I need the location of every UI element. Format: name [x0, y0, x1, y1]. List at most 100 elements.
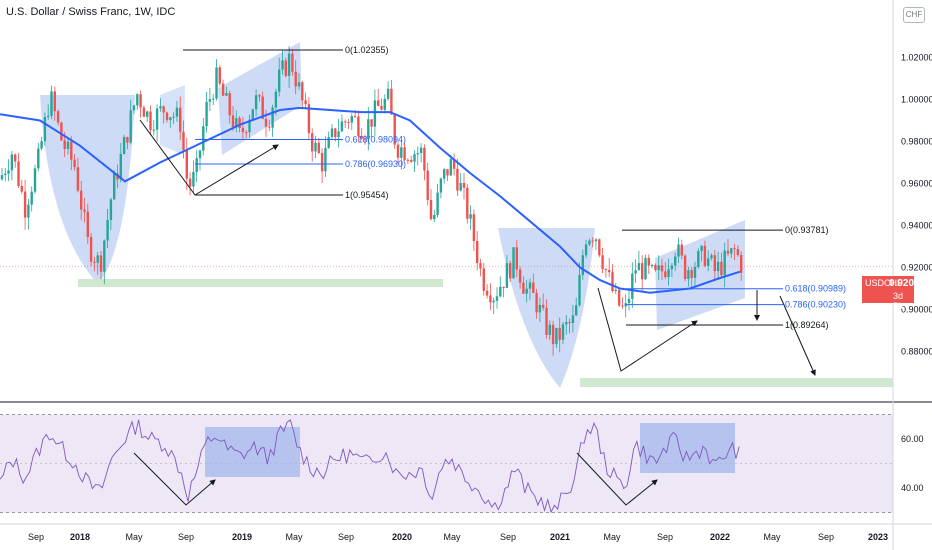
candle-body: [617, 289, 621, 306]
candle-body: [479, 263, 482, 269]
candle-body: [152, 129, 155, 131]
fib-level-label: 0.786(0.96930): [345, 159, 406, 169]
candle-body: [165, 112, 169, 121]
candle-body: [492, 300, 495, 303]
candle-body: [670, 265, 674, 270]
candle: [53, 86, 56, 121]
candle: [386, 81, 390, 101]
candle: [212, 93, 215, 106]
candle: [208, 88, 212, 111]
candle-body: [436, 192, 439, 215]
candle-body: [63, 140, 66, 149]
candle: [119, 143, 122, 183]
candle: [146, 110, 149, 122]
candle-body: [485, 290, 489, 296]
candle: [215, 59, 218, 101]
currency-badge[interactable]: CHF: [903, 7, 925, 23]
candle-body: [287, 53, 291, 76]
candle-body: [367, 119, 370, 140]
candle-body: [555, 327, 558, 345]
candle-body: [637, 263, 641, 271]
candle-body: [700, 245, 703, 252]
candle-body: [624, 303, 627, 307]
candle: [27, 199, 30, 230]
candle-body: [634, 270, 637, 274]
price-tag-time-left: 3d 5h: [893, 291, 904, 311]
candle: [621, 297, 624, 309]
candle-body: [360, 135, 363, 139]
candle: [248, 114, 251, 139]
candle-body: [687, 270, 690, 280]
candle-body: [83, 209, 86, 212]
candle-body: [446, 169, 449, 176]
candle: [271, 104, 274, 137]
fib-level-label: 0.618(0.98094): [345, 135, 406, 145]
candle: [109, 197, 113, 230]
candle: [551, 320, 555, 356]
candle-body: [406, 159, 410, 161]
candle-body: [317, 142, 320, 154]
candle-body: [568, 322, 571, 324]
candle-body: [347, 121, 350, 123]
candle: [697, 248, 700, 269]
candle: [740, 251, 743, 281]
candle-body: [423, 147, 426, 171]
candle-body: [548, 324, 551, 335]
candle: [690, 267, 693, 290]
candle: [736, 245, 740, 258]
candle-body: [198, 150, 202, 159]
candle: [515, 240, 518, 278]
cup-pattern-left: [40, 95, 135, 284]
candle-body: [584, 244, 588, 256]
time-axis-tick: May: [603, 532, 621, 542]
candle: [482, 262, 485, 296]
candle: [159, 98, 162, 112]
projection-arrow-2018: [139, 119, 279, 196]
candle: [726, 238, 730, 256]
candle: [43, 112, 47, 146]
candle-body: [730, 248, 733, 254]
candle-body: [228, 93, 231, 116]
candle: [641, 255, 644, 292]
candle: [96, 252, 99, 275]
candle: [40, 136, 43, 151]
candle-body: [350, 116, 353, 123]
candle-body: [601, 255, 604, 270]
projection-arrow-2021: [597, 287, 698, 372]
candle-body: [129, 110, 132, 143]
candle: [406, 158, 410, 165]
price-axis-tick: 0.98000: [901, 137, 932, 147]
candle: [47, 104, 50, 120]
candle: [505, 254, 509, 288]
candle-body: [410, 160, 413, 162]
candle-body: [680, 244, 683, 256]
candle-body: [155, 108, 159, 130]
candle-body: [93, 261, 96, 263]
candle: [169, 116, 172, 128]
candle-body: [512, 247, 515, 279]
candle-body: [192, 171, 195, 187]
candle: [469, 205, 472, 230]
candle: [195, 150, 198, 183]
candle-body: [383, 98, 386, 110]
candle: [390, 79, 393, 115]
candle-body: [489, 295, 492, 303]
candle: [710, 253, 713, 261]
candle-body: [73, 159, 76, 168]
candle-body: [235, 118, 238, 128]
time-axis-tick: Sep: [28, 532, 44, 542]
candle-body: [565, 322, 568, 325]
candle-body: [258, 95, 261, 97]
candle-body: [221, 83, 225, 96]
candle-body: [212, 98, 215, 100]
candle-body: [726, 250, 730, 254]
candle: [713, 250, 716, 282]
candle-body: [716, 261, 720, 272]
candle: [132, 104, 136, 114]
price-axis-tick: 0.94000: [901, 221, 932, 231]
candle: [558, 317, 561, 353]
time-axis-tick: 2018: [70, 532, 90, 542]
candle: [654, 263, 657, 272]
candle: [660, 258, 664, 280]
